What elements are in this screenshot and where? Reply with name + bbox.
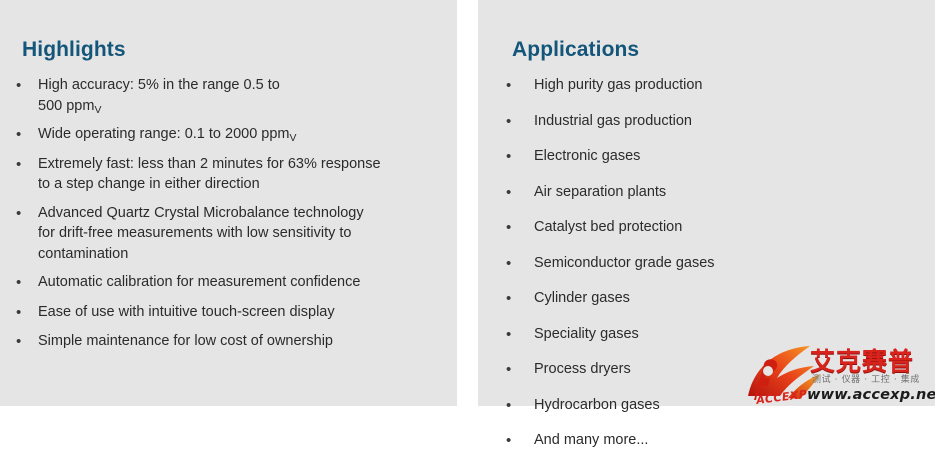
list-item: • High purity gas production [506, 75, 921, 96]
list-item: • Advanced Quartz Crystal Microbalance t… [16, 203, 443, 265]
list-item: • Speciality gases [506, 324, 921, 345]
list-item: • Extremely fast: less than 2 minutes fo… [16, 154, 443, 195]
highlights-item-text: High accuracy: 5% in the range 0.5 to 50… [38, 75, 443, 116]
list-item: • Industrial gas production [506, 111, 921, 132]
applications-item-text: Semiconductor grade gases [534, 254, 715, 271]
highlights-item-text: Simple maintenance for low cost of owner… [38, 333, 333, 350]
list-item: • High accuracy: 5% in the range 0.5 to … [16, 75, 443, 116]
highlights-item-subscript: V [289, 133, 297, 145]
highlights-item-text: Extremely fast: less than 2 minutes for … [38, 155, 381, 193]
bullet-icon: • [16, 126, 22, 144]
bullet-icon: • [506, 254, 512, 272]
list-item: • Ease of use with intuitive touch-scree… [16, 302, 443, 323]
panel-divider [457, 0, 478, 406]
list-item: • Cylinder gases [506, 288, 921, 309]
accexp-watermark-logo[interactable]: ACCEXP 艾克赛普 测试 · 仪器 · 工控 · 集成 www.accexp… [744, 342, 935, 406]
logo-company-name-cn: 艾克赛普 [810, 347, 915, 376]
bullet-icon: • [16, 274, 22, 292]
highlights-item-body: High accuracy: 5% in the range 0.5 to 50… [38, 77, 280, 114]
bullet-icon: • [16, 303, 22, 321]
highlights-list: • High accuracy: 5% in the range 0.5 to … [16, 75, 443, 352]
bullet-icon: • [506, 396, 512, 414]
bullet-icon: • [506, 183, 512, 201]
list-item: • Wide operating range: 0.1 to 2000 ppmV [16, 124, 443, 145]
list-item: • Semiconductor grade gases [506, 253, 921, 274]
bullet-icon: • [506, 431, 512, 449]
applications-item-text: And many more... [534, 431, 649, 448]
bullet-icon: • [506, 290, 512, 308]
list-item: • Process dryers [506, 359, 921, 380]
bullet-icon: • [16, 155, 22, 173]
accexp-logo-mark-icon: ACCEXP [748, 346, 820, 404]
applications-item-text: Process dryers [534, 361, 631, 378]
highlights-item-subscript: V [94, 104, 102, 116]
bullet-icon: • [16, 204, 22, 222]
logo-website-url[interactable]: www.accexp.net [807, 387, 935, 403]
bullet-icon: • [16, 77, 22, 95]
list-item: • Automatic calibration for measurement … [16, 272, 443, 293]
highlights-title: Highlights [22, 38, 126, 61]
applications-item-text: Air separation plants [534, 183, 667, 200]
highlights-item-text: Ease of use with intuitive touch-screen … [38, 303, 335, 320]
applications-item-text: Speciality gases [534, 325, 639, 342]
applications-item-text: Cylinder gases [534, 290, 630, 307]
highlights-item-text: Wide operating range: 0.1 to 2000 ppmV [38, 124, 443, 145]
list-item: • Air separation plants [506, 182, 921, 203]
bullet-icon: • [506, 148, 512, 166]
highlights-panel: Highlights • High accuracy: 5% in the ra… [0, 0, 457, 406]
bullet-icon: • [506, 112, 512, 130]
logo-tagline-cn: 测试 · 仪器 · 工控 · 集成 [812, 375, 920, 385]
list-item: • Catalyst bed protection [506, 217, 921, 238]
bullet-icon: • [506, 361, 512, 379]
list-item: • And many more... [506, 430, 921, 451]
applications-list: • High purity gas production • Industria… [506, 75, 921, 451]
applications-item-text: High purity gas production [534, 77, 703, 94]
svg-text:ACCEXP: ACCEXP [755, 388, 809, 404]
highlights-item-text: Advanced Quartz Crystal Microbalance tec… [38, 204, 364, 262]
highlights-item-text: Automatic calibration for measurement co… [38, 274, 361, 291]
applications-item-text: Electronic gases [534, 148, 641, 165]
bullet-icon: • [16, 333, 22, 351]
bullet-icon: • [506, 77, 512, 95]
applications-title: Applications [512, 38, 640, 61]
bullet-icon: • [506, 219, 512, 237]
applications-item-text: Industrial gas production [534, 112, 692, 129]
bullet-icon: • [506, 325, 512, 343]
list-item: • Simple maintenance for low cost of own… [16, 331, 443, 352]
highlights-item-body: Wide operating range: 0.1 to 2000 ppm [38, 126, 290, 143]
applications-panel: Applications • High purity gas productio… [478, 0, 935, 449]
applications-item-text: Catalyst bed protection [534, 219, 683, 236]
list-item: • Electronic gases [506, 146, 921, 167]
